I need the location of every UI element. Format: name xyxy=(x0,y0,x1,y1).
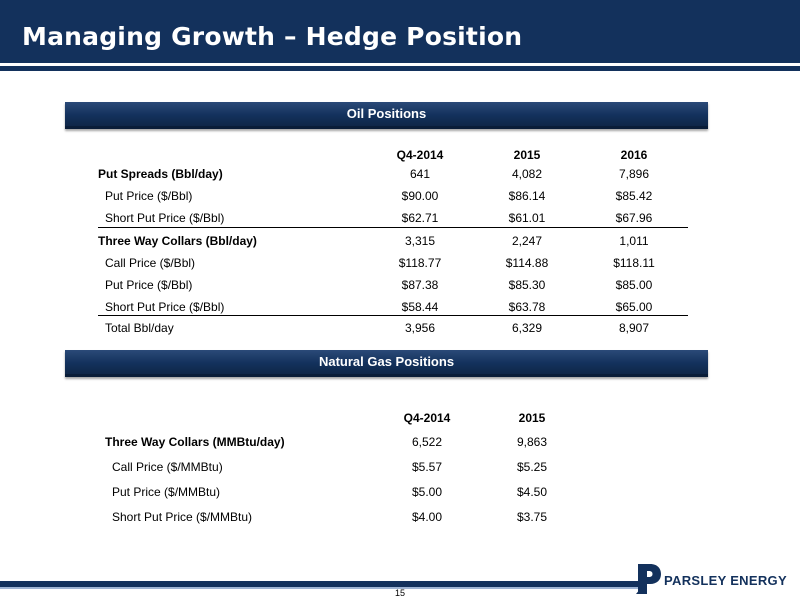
gas-row-label: Put Price ($/MMBtu) xyxy=(112,485,221,499)
oil-cell: $114.88 xyxy=(505,256,549,270)
gas-cell: $4.00 xyxy=(411,510,443,524)
oil-cell: $85.30 xyxy=(508,278,546,292)
header-divider-thick xyxy=(0,66,800,71)
gas-row-label: Three Way Collars (MMBtu/day) xyxy=(105,435,285,449)
footer-rule xyxy=(0,581,640,587)
oil-cell: $58.44 xyxy=(401,300,439,314)
oil-cell: $87.38 xyxy=(401,278,439,292)
gas-section-header: Natural Gas Positions xyxy=(65,350,708,377)
oil-cell: $118.77 xyxy=(398,256,442,270)
oil-cell: $65.00 xyxy=(615,300,653,314)
page-title: Managing Growth – Hedge Position xyxy=(22,22,523,51)
gas-cell: 9,863 xyxy=(516,435,548,449)
oil-cell: $85.42 xyxy=(615,189,653,203)
page-number: 15 xyxy=(394,588,405,598)
oil-row-label: Call Price ($/Bbl) xyxy=(105,256,196,270)
oil-cell: 3,315 xyxy=(404,234,436,248)
oil-cell: $118.11 xyxy=(613,256,655,270)
oil-col-header-q4-2014: Q4-2014 xyxy=(396,148,444,162)
gas-cell: 6,522 xyxy=(411,435,443,449)
oil-cell: 641 xyxy=(409,167,431,181)
oil-col-header-2015: 2015 xyxy=(513,148,541,162)
gas-cell: $4.50 xyxy=(516,485,548,499)
oil-cell: $90.00 xyxy=(401,189,439,203)
oil-cell: 4,082 xyxy=(511,167,543,181)
oil-cell: $62.71 xyxy=(401,211,439,225)
gas-cell: $5.00 xyxy=(411,485,443,499)
gas-cell: $5.57 xyxy=(411,460,443,474)
gas-cell: $5.25 xyxy=(516,460,548,474)
oil-row-label: Short Put Price ($/Bbl) xyxy=(105,300,225,314)
oil-cell: $85.00 xyxy=(615,278,653,292)
oil-cell: $61.01 xyxy=(508,211,546,225)
gas-col-header-q4-2014: Q4-2014 xyxy=(403,411,451,425)
oil-cell: $67.96 xyxy=(615,211,653,225)
oil-row-label: Three Way Collars (Bbl/day) xyxy=(98,234,257,248)
gas-col-header-2015: 2015 xyxy=(518,411,546,425)
oil-total-divider xyxy=(98,315,688,316)
oil-cell: 1,011 xyxy=(619,234,649,248)
oil-row-divider xyxy=(98,227,688,228)
parsley-logo-icon xyxy=(636,564,661,594)
oil-cell: 2,247 xyxy=(511,234,543,248)
oil-row-label: Short Put Price ($/Bbl) xyxy=(105,211,225,225)
oil-row-label: Put Spreads (Bbl/day) xyxy=(98,167,223,181)
oil-cell: 7,896 xyxy=(618,167,650,181)
oil-col-header-2016: 2016 xyxy=(620,148,648,162)
oil-cell: $86.14 xyxy=(508,189,546,203)
oil-row-label: Total Bbl/day xyxy=(105,321,174,335)
brand-name: PARSLEY ENERGY xyxy=(664,573,787,588)
oil-cell: 3,956 xyxy=(404,321,436,335)
footer-rule-accent xyxy=(0,587,640,589)
header-divider xyxy=(0,63,800,66)
oil-cell: 8,907 xyxy=(618,321,650,335)
gas-row-label: Call Price ($/MMBtu) xyxy=(112,460,223,474)
title-bar: Managing Growth – Hedge Position xyxy=(0,0,800,63)
gas-row-label: Short Put Price ($/MMBtu) xyxy=(112,510,253,524)
oil-section-header: Oil Positions xyxy=(65,102,708,129)
oil-row-label: Put Price ($/Bbl) xyxy=(105,278,193,292)
gas-cell: $3.75 xyxy=(516,510,548,524)
oil-row-label: Put Price ($/Bbl) xyxy=(105,189,193,203)
oil-cell: 6,329 xyxy=(511,321,543,335)
oil-cell: $63.78 xyxy=(508,300,546,314)
